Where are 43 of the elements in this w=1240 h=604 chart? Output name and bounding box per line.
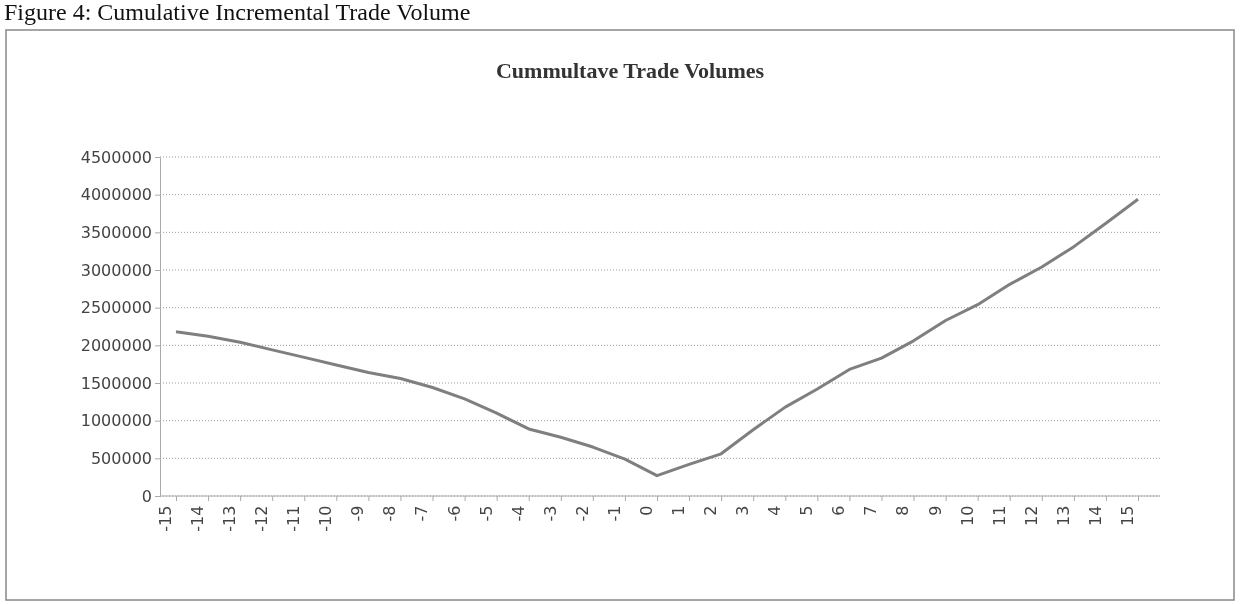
x-tick-label: 11 [989, 505, 1009, 526]
x-tick-label: -3 [540, 505, 560, 522]
x-tick-label: 0 [636, 505, 656, 516]
x-tick-label: -2 [572, 505, 592, 522]
y-tick-label: 2000000 [80, 335, 152, 355]
chart-title: Cummultave Trade Volumes [495, 58, 765, 83]
x-tick-label: 7 [861, 505, 881, 516]
x-tick-label: 8 [893, 505, 913, 516]
caption: Figure 4: Cumulative Incremental Trade Volume [4, 0, 471, 25]
x-tick-label: 14 [1085, 505, 1105, 526]
y-tick-label: 4000000 [80, 185, 152, 205]
x-tick-label: 12 [1021, 505, 1041, 526]
x-tick-label: 13 [1053, 505, 1073, 526]
x-tick-label: -11 [284, 505, 304, 532]
x-tick-label: -8 [380, 505, 400, 522]
y-tick-label: 3500000 [80, 222, 152, 242]
x-tick-label: -9 [348, 505, 368, 522]
x-tick-label: 2 [701, 505, 721, 516]
x-tick-label: 3 [733, 505, 753, 516]
x-tick-label: 1 [668, 505, 688, 516]
x-tick-label: -14 [187, 505, 207, 532]
y-tick-label: 4500000 [80, 147, 152, 167]
x-tick-label: -15 [155, 505, 175, 532]
y-tick-label: 1500000 [80, 373, 152, 393]
y-tick-label: 1000000 [80, 411, 152, 431]
y-tick-label: 3000000 [80, 260, 152, 280]
x-tick-label: -13 [220, 505, 240, 532]
y-tick-label: 500000 [90, 448, 152, 468]
x-tick-label: 10 [957, 505, 977, 526]
x-tick-label: -12 [252, 505, 272, 532]
x-tick-label: -5 [476, 505, 496, 522]
x-tick-label: -6 [444, 505, 464, 522]
x-tick-label: 4 [765, 505, 785, 516]
line-series [174, 197, 1140, 478]
x-tick-label: 5 [797, 505, 817, 516]
x-tick-label: 6 [829, 505, 849, 516]
y-tick-label: 2500000 [80, 298, 152, 318]
x-tick-label: -4 [508, 505, 528, 522]
x-tick-label: -1 [604, 505, 624, 522]
x-tick-label: -10 [316, 505, 336, 532]
x-tick-label: 15 [1117, 505, 1137, 526]
x-tick-label: 9 [925, 505, 945, 516]
x-tick-label: -7 [412, 505, 432, 522]
